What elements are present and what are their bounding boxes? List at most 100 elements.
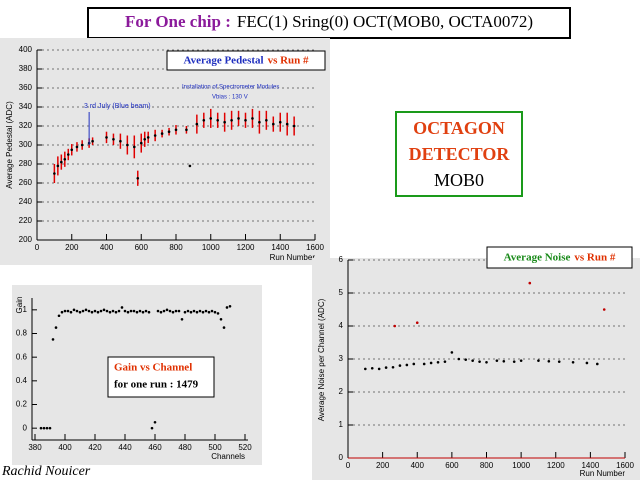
panel: [0, 38, 330, 265]
data-point: [285, 122, 289, 126]
annotation: Vbias : 130 V: [212, 95, 248, 101]
data-point: [54, 326, 58, 329]
octagon-box: [395, 111, 523, 197]
data-point: [272, 122, 275, 126]
data-point: [528, 281, 532, 285]
x-axis-label: Channels: [211, 452, 245, 461]
data-point: [602, 308, 606, 311]
data-point: [146, 136, 150, 139]
y-tick-label: 3: [339, 354, 344, 363]
data-point: [537, 359, 540, 362]
data-point: [93, 309, 97, 313]
header-box: [87, 7, 571, 39]
title-box: [107, 356, 215, 398]
data-point: [457, 357, 461, 361]
header-rest: FEC(1) Sring(0) OCT(MOB0, OCTA0072): [237, 12, 533, 31]
annotation: 3 rd July (Blue beam): [84, 103, 151, 110]
y-tick-label: 0.8: [16, 329, 28, 338]
data-point: [75, 145, 79, 149]
y-tick-label: 0.6: [16, 352, 28, 361]
data-point: [156, 309, 160, 313]
y-tick-label: 260: [19, 178, 33, 187]
x-tick-label: 600: [445, 461, 459, 470]
data-point: [412, 362, 416, 366]
x-tick-label: 800: [169, 243, 183, 252]
data-point: [251, 117, 254, 120]
x-tick-label: 200: [376, 461, 390, 470]
data-point: [53, 172, 56, 175]
data-point: [230, 119, 233, 122]
x-tick-label: 0: [35, 243, 40, 252]
data-point: [210, 309, 214, 313]
data-point: [126, 310, 130, 314]
title-line: Gain vs Channel: [114, 362, 192, 374]
data-point: [119, 139, 122, 143]
data-point: [364, 367, 367, 371]
data-point: [153, 134, 157, 137]
data-point: [117, 309, 121, 313]
y-tick-label: 1: [23, 305, 28, 314]
y-tick-label: 0.4: [16, 376, 28, 385]
data-point: [228, 304, 232, 308]
data-point: [485, 361, 488, 364]
data-point: [478, 360, 481, 363]
data-point: [292, 124, 296, 128]
data-point: [141, 310, 145, 314]
title-line: for one run : 1479: [114, 379, 199, 391]
data-point: [189, 310, 193, 314]
data-point: [405, 363, 409, 367]
data-point: [112, 138, 115, 141]
panel: [312, 258, 640, 480]
y-tick-label: 5: [339, 288, 344, 297]
data-point: [60, 310, 64, 314]
data-point: [557, 360, 561, 363]
y-tick-label: 0: [23, 423, 28, 432]
data-point: [370, 366, 374, 370]
data-point: [136, 176, 140, 180]
x-tick-label: 1600: [306, 243, 324, 252]
data-point: [87, 309, 91, 313]
data-point: [495, 359, 499, 362]
data-point: [222, 326, 226, 329]
data-point: [57, 314, 61, 318]
data-point: [436, 361, 440, 364]
x-tick-label: 1200: [237, 243, 255, 252]
data-point: [398, 364, 402, 367]
x-tick-label: 1400: [581, 461, 599, 470]
y-tick-label: 0.2: [16, 400, 28, 409]
data-point: [585, 361, 589, 365]
data-point: [393, 324, 397, 328]
x-axis-label: Run Number: [580, 469, 626, 478]
data-point: [132, 309, 136, 313]
data-point: [39, 426, 43, 430]
data-point: [209, 117, 213, 120]
data-point: [159, 310, 163, 314]
data-point: [547, 360, 551, 363]
data-point: [56, 164, 60, 168]
data-point: [70, 148, 74, 152]
data-point: [502, 360, 506, 363]
data-point: [138, 309, 142, 313]
data-point: [102, 308, 106, 312]
data-point: [571, 361, 575, 364]
data-point: [192, 309, 196, 313]
annotation: Installation of Spectrometer Modules: [182, 85, 279, 91]
header: For One chip : FEC(1) Sring(0) OCT(MOB0, …: [125, 12, 533, 31]
data-point: [244, 119, 247, 122]
data-point: [133, 145, 136, 149]
data-point: [90, 310, 94, 314]
data-point: [105, 136, 108, 139]
x-tick-label: 380: [28, 443, 42, 452]
data-point: [78, 310, 82, 314]
data-point: [139, 141, 143, 145]
data-point: [150, 426, 154, 430]
y-tick-label: 280: [19, 159, 33, 168]
author: Rachid Nouicer: [1, 464, 91, 479]
data-point: [384, 366, 388, 369]
data-point: [237, 117, 240, 120]
data-point: [198, 309, 202, 313]
x-tick-label: 1000: [512, 461, 530, 470]
data-point: [195, 310, 199, 314]
